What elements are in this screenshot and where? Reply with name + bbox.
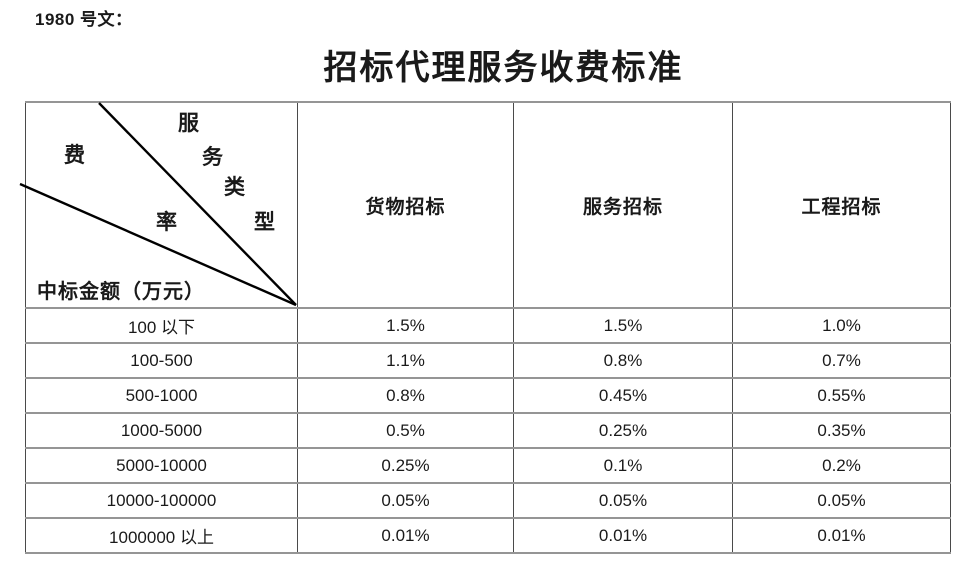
rate-value-cell: 1.5% [513, 307, 733, 344]
diagonal-header-cell: 服 务 类 型 费 率 中标金额（万元） [19, 101, 298, 309]
table-row: 1000-5000 0.5% 0.25% 0.35% [25, 412, 951, 449]
column-header-goods: 货物招标 [297, 101, 514, 309]
table-row: 10000-100000 0.05% 0.05% 0.05% [25, 482, 951, 519]
amount-range-cell: 10000-100000 [25, 482, 298, 519]
rate-value-cell: 0.05% [732, 482, 951, 519]
amount-range-cell: 1000000 以上 [25, 517, 298, 554]
rate-value-cell: 0.05% [513, 482, 733, 519]
column-header-engineering: 工程招标 [732, 101, 951, 309]
table-row: 1000000 以上 0.01% 0.01% 0.01% [25, 517, 951, 554]
amount-range-cell: 1000-5000 [25, 412, 298, 449]
rate-value-cell: 1.0% [732, 307, 951, 344]
rate-value-cell: 0.5% [297, 412, 514, 449]
rate-value-cell: 1.5% [297, 307, 514, 344]
rate-value-cell: 0.25% [513, 412, 733, 449]
doc-number-label: 1980 号文： [35, 10, 133, 29]
rate-value-cell: 0.7% [732, 342, 951, 379]
amount-range-cell: 100 以下 [25, 307, 298, 344]
table-row: 500-1000 0.8% 0.45% 0.55% [25, 377, 951, 414]
rate-value-cell: 0.05% [297, 482, 514, 519]
page-title: 招标代理服务收费标准 [323, 50, 684, 87]
rate-value-cell: 0.45% [513, 377, 733, 414]
header-row: 服 务 类 型 费 率 中标金额（万元） 货物招标 服务招标 工程招标 [19, 101, 951, 309]
service-type-char: 类 [224, 175, 246, 199]
column-header-services: 服务招标 [513, 101, 733, 309]
rate-value-cell: 0.8% [297, 377, 514, 414]
fee-standards-table: 服 务 类 型 费 率 中标金额（万元） 货物招标 服务招标 工程招标 100 … [19, 101, 951, 554]
rate-value-cell: 0.55% [732, 377, 951, 414]
rate-value-cell: 0.1% [513, 447, 733, 484]
amount-range-cell: 500-1000 [25, 377, 298, 414]
rates-table-body: 100 以下 1.5% 1.5% 1.0% 100-500 1.1% 0.8% 0.7% 500… [25, 307, 951, 554]
service-type-char: 服 [178, 111, 200, 135]
rate-value-cell: 0.01% [513, 517, 733, 554]
table-row: 100 以下 1.5% 1.5% 1.0% [25, 307, 951, 344]
service-type-char: 型 [254, 210, 276, 234]
rate-value-cell: 0.01% [297, 517, 514, 554]
service-type-char: 务 [202, 145, 224, 169]
rate-value-cell: 0.01% [732, 517, 951, 554]
rate-value-cell: 0.2% [732, 447, 951, 484]
rate-value-cell: 0.25% [297, 447, 514, 484]
table-row: 5000-10000 0.25% 0.1% 0.2% [25, 447, 951, 484]
fee-rate-char: 费 [64, 143, 86, 167]
diagonal-lines [19, 102, 297, 307]
amount-range-cell: 100-500 [25, 342, 298, 379]
rate-value-cell: 1.1% [297, 342, 514, 379]
rate-value-cell: 0.8% [513, 342, 733, 379]
fee-rate-char: 率 [156, 210, 178, 234]
rate-value-cell: 0.35% [732, 412, 951, 449]
table-row: 100-500 1.1% 0.8% 0.7% [25, 342, 951, 379]
amount-axis-label: 中标金额（万元） [37, 281, 205, 303]
amount-range-cell: 5000-10000 [25, 447, 298, 484]
